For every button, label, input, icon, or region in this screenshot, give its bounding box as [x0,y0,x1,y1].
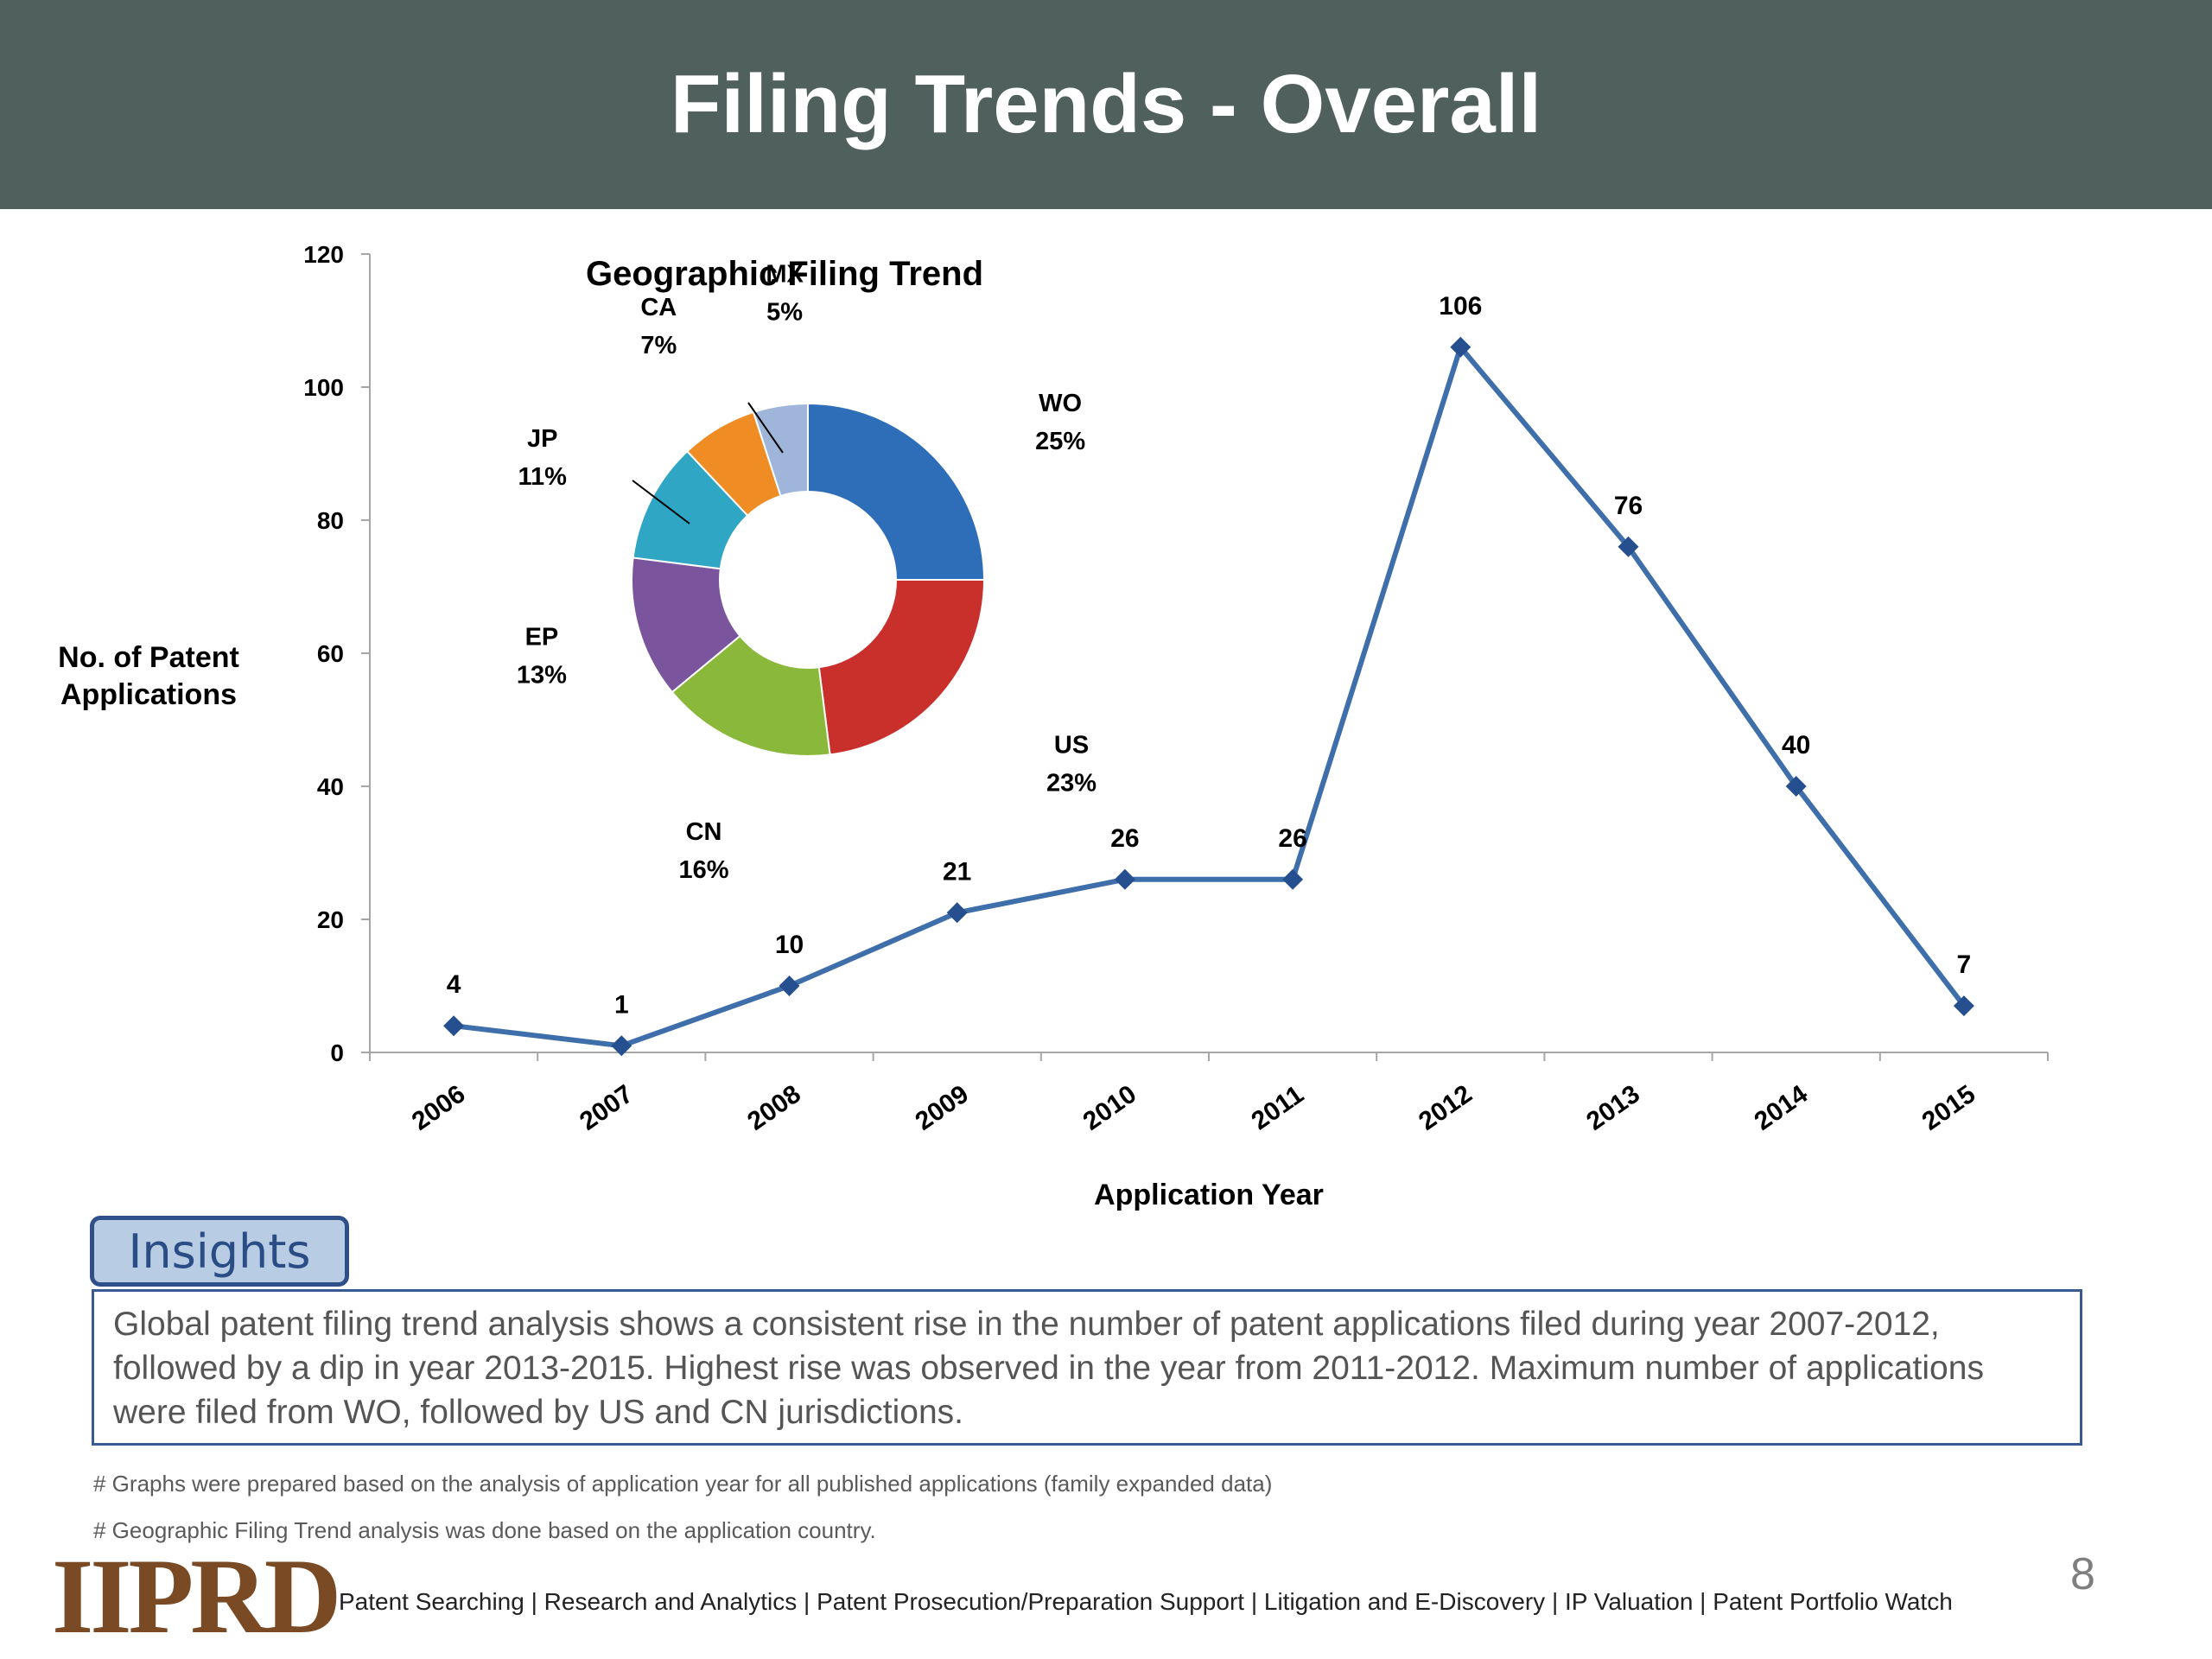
data-point [1953,995,1974,1017]
x-tick-label: 2012 [1414,1080,1478,1136]
x-tick-label: 2011 [1247,1080,1309,1135]
y-tick-label: 100 [303,374,344,401]
donut-slice-us [817,579,986,756]
y-tick-label: 0 [330,1039,344,1066]
x-tick-label: 2015 [1917,1080,1981,1136]
data-label: 40 [1782,731,1810,760]
iiprd-logo: IIPRD [52,1537,341,1656]
donut-percent: 11% [518,463,567,491]
donut-label: JP [527,425,557,453]
footnote-2: # Geographic Filing Trend analysis was d… [93,1517,876,1543]
donut-percent: 13% [517,662,567,690]
data-point [1618,536,1639,557]
data-label: 106 [1439,292,1482,321]
donut-title: Geographic Filing Trend [586,255,983,293]
geographic-donut-chart: Geographic Filing Trend WO 25% US 23% CN 16% EP… [517,255,1096,884]
data-point [779,976,800,996]
x-tick-label: 2006 [407,1080,471,1136]
donut-percent: 23% [1046,769,1096,797]
donut-label: EP [525,624,559,652]
donut-label: CN [686,818,722,846]
data-label: 1 [614,990,629,1019]
axes: 0 20 40 60 80 100 120 2006 2007 2008 2009 2010 2011 2… [58,241,2049,1211]
y-tick-label: 20 [317,906,344,933]
footer-services: Patent Searching | Research and Analytic… [339,1588,1953,1615]
data-label: 4 [447,970,461,999]
x-tick-label: 2010 [1078,1080,1142,1136]
insights-text: Global patent filing trend analysis show… [92,1289,2082,1446]
data-label: 21 [943,857,971,886]
data-point [1114,868,1135,890]
data-label: 76 [1614,492,1643,520]
data-label: 26 [1278,824,1306,853]
donut-percent: 25% [1035,428,1085,455]
y-tick-label: 60 [317,640,344,667]
insights-tab: Insights [90,1216,349,1287]
jp-leader-line [632,480,690,524]
data-point [1450,336,1471,358]
data-point [946,902,968,924]
donut-percent: 5% [766,299,803,327]
donut-label: MX [766,261,804,289]
line-path [453,344,1967,1049]
page-number: 8 [2070,1549,2095,1599]
slide-header: Filing Trends - Overall [0,0,2212,209]
data-point [1785,776,1807,797]
data-point [611,1035,632,1057]
data-point [1282,868,1304,890]
donut-slice-wo [807,402,986,581]
slide-title: Filing Trends - Overall [670,58,1542,150]
mx-leader-line [747,402,784,454]
donut-label: WO [1039,390,1082,417]
y-tick-label: 80 [317,507,344,534]
donut-label: CA [640,294,677,321]
donut-percent: 16% [679,856,729,884]
x-tick-label: 2014 [1749,1079,1813,1135]
data-label: 7 [1957,950,1972,979]
donut-percent: 7% [640,332,677,359]
data-label: 10 [775,931,804,959]
filing-trend-chart: 0 20 40 60 80 100 120 2006 2007 2008 2009 2010 2011 2… [58,241,2049,1211]
line-series: 4 1 10 21 26 26 106 76 40 7 [443,292,1974,1057]
data-point [443,1015,465,1037]
x-tick-label: 2009 [910,1080,974,1136]
x-tick-label: 2007 [575,1080,639,1136]
y-tick-label: 120 [303,241,344,268]
x-tick-label: 2013 [1581,1080,1645,1136]
data-label: 26 [1110,824,1139,853]
donut-slice-cn [671,634,831,757]
y-axis-title: No. of Patent Applications [58,641,239,711]
x-axis-title: Application Year [1094,1179,1324,1211]
footnote-1: # Graphs were prepared based on the anal… [93,1471,1273,1497]
x-tick-label: 2008 [742,1080,806,1136]
y-tick-label: 40 [317,773,344,800]
donut-label: US [1054,731,1089,759]
